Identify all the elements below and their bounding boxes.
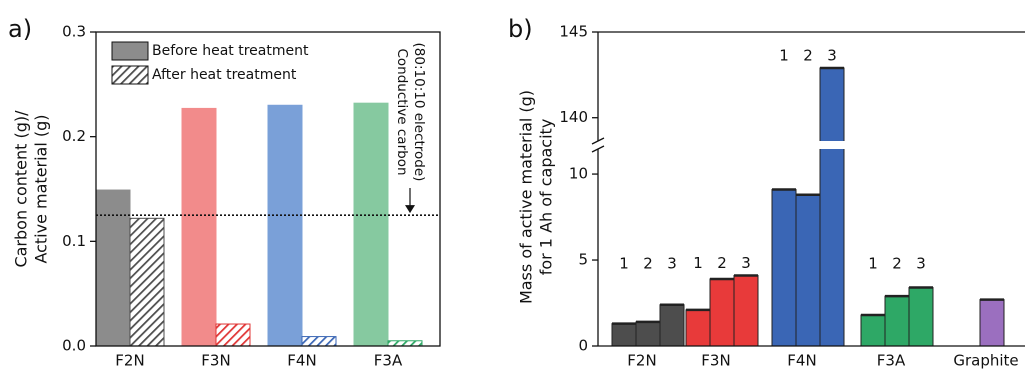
- y-tick-label: 10: [569, 165, 588, 183]
- x-tick-label: F4N: [787, 352, 816, 370]
- bar-label: 1: [779, 47, 789, 65]
- y-tick-label: 0: [578, 337, 588, 355]
- x-tick-label: F3N: [701, 352, 730, 370]
- y-axis-label: for 1 Ah of capacity: [537, 119, 556, 276]
- bar: [387, 340, 423, 347]
- legend-label: Before heat treatment: [152, 43, 309, 59]
- bar-label: 3: [916, 255, 926, 273]
- bar: [795, 194, 821, 347]
- bar: [181, 107, 217, 347]
- bar: [215, 323, 251, 347]
- y-axis-label: Carbon content (g)/: [12, 110, 31, 268]
- bar: [353, 102, 389, 347]
- legend-label: After heat treatment: [152, 67, 297, 83]
- bar-label: 2: [892, 255, 902, 273]
- y-tick-label: 0.0: [62, 337, 86, 355]
- bar: [129, 217, 165, 347]
- bar-label: 2: [803, 47, 813, 65]
- y-tick-label: 0.3: [62, 23, 86, 41]
- arrow-head: [405, 205, 415, 214]
- bar-label: 1: [868, 255, 878, 273]
- y-axis-label: Active material (g): [32, 114, 51, 263]
- y-axis-label: Mass of active material (g): [517, 90, 536, 304]
- panel-label: a): [8, 15, 32, 43]
- legend-swatch: [111, 65, 149, 85]
- bar-label: 3: [741, 254, 751, 272]
- x-tick-label: F2N: [627, 352, 656, 370]
- y-tick-label: 145: [559, 23, 588, 41]
- axis-break-gap: [590, 141, 1025, 149]
- bar: [979, 299, 1005, 347]
- bar: [884, 295, 910, 347]
- bar: [267, 104, 303, 347]
- axis-break-mark: [591, 145, 605, 153]
- x-tick-label: F3A: [877, 352, 906, 370]
- bar: [733, 275, 759, 347]
- bar-label: 1: [693, 254, 703, 272]
- y-tick-label: 5: [578, 251, 588, 269]
- panel-label: b): [508, 15, 533, 43]
- x-tick-label: F4N: [287, 352, 316, 370]
- bar: [771, 189, 797, 347]
- bar: [301, 336, 337, 347]
- bar: [709, 278, 735, 347]
- y-tick-label: 140: [559, 108, 588, 126]
- bar: [611, 323, 637, 347]
- y-tick-label: 0.1: [62, 232, 86, 250]
- axis-break-mark: [591, 137, 605, 145]
- annotation: (80:10:10 electrode): [411, 43, 427, 182]
- bar: [635, 321, 661, 347]
- x-tick-label: Graphite: [953, 352, 1018, 370]
- x-tick-label: F2N: [115, 352, 144, 370]
- bar: [659, 304, 685, 347]
- bar: [685, 309, 711, 347]
- bar-label: 3: [667, 255, 677, 273]
- plot-frame: [95, 31, 441, 347]
- bar: [819, 67, 845, 347]
- bar-label: 2: [643, 255, 653, 273]
- legend-swatch: [111, 41, 149, 61]
- annotation: Conductive carbon: [394, 48, 410, 175]
- bar-label: 2: [717, 254, 727, 272]
- bar-label: 3: [827, 47, 837, 65]
- bar: [908, 287, 934, 347]
- bar: [95, 189, 131, 347]
- bar-label: 1: [619, 255, 629, 273]
- x-tick-label: F3A: [374, 352, 403, 370]
- y-tick-label: 0.2: [62, 127, 86, 145]
- bar: [860, 314, 886, 347]
- x-tick-label: F3N: [201, 352, 230, 370]
